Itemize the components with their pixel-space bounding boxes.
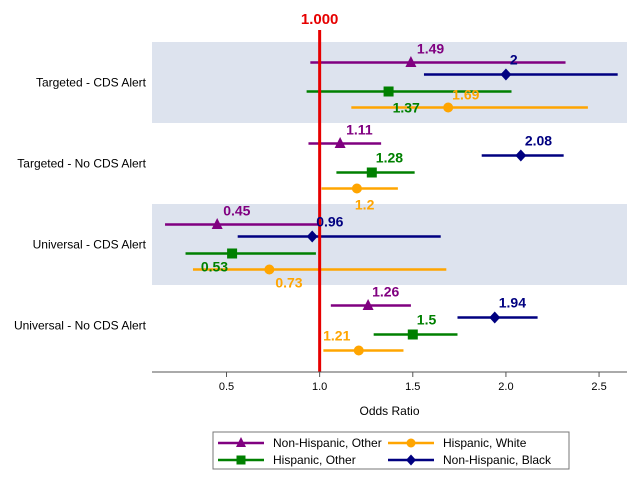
legend-label-hispanic-white: Hispanic, White [443, 436, 527, 450]
marker-non-hispanic-black-targeted-no-cds-alert [515, 149, 527, 162]
marker-hispanic-other-targeted-cds-alert [383, 86, 394, 97]
category-bands [152, 42, 627, 285]
legend-marker-non-hispanic-other [236, 437, 246, 447]
category-label-universal-no-cds-alert: Universal - No CDS Alert [14, 319, 147, 333]
legend-label-hispanic-other: Hispanic, Other [273, 453, 356, 467]
value-label-non-hispanic-black-targeted-cds-alert: 2 [510, 52, 518, 68]
marker-non-hispanic-other-targeted-no-cds-alert [334, 137, 346, 148]
category-labels: Targeted - CDS Alert Targeted - No CDS Al… [14, 76, 147, 333]
marker-non-hispanic-black-targeted-cds-alert [500, 68, 512, 81]
category-label-targeted-cds-alert: Targeted - CDS Alert [36, 76, 147, 90]
estimate-markers [211, 56, 527, 356]
value-label-non-hispanic-other-universal-no-cds-alert: 1.26 [372, 284, 399, 300]
marker-hispanic-other-targeted-no-cds-alert [366, 167, 377, 178]
value-label-non-hispanic-other-universal-cds-alert: 0.45 [223, 203, 250, 219]
marker-hispanic-white-universal-cds-alert [264, 264, 275, 275]
marker-non-hispanic-other-targeted-cds-alert [405, 56, 417, 67]
marker-hispanic-other-universal-no-cds-alert [407, 329, 418, 340]
value-label-hispanic-white-universal-no-cds-alert: 1.21 [323, 328, 350, 344]
value-label-non-hispanic-other-targeted-cds-alert: 1.49 [417, 41, 444, 57]
x-axis: Odds Ratio 0.5 1.0 1.5 2.0 2.5 [152, 371, 627, 418]
marker-non-hispanic-black-universal-no-cds-alert [489, 311, 501, 324]
value-label-hispanic-other-targeted-no-cds-alert: 1.28 [376, 150, 403, 166]
value-label-hispanic-other-universal-cds-alert: 0.53 [201, 259, 228, 275]
band-universal-cds-alert [152, 204, 627, 285]
value-label-hispanic-other-targeted-cds-alert: 1.37 [393, 100, 420, 116]
legend-label-non-hispanic-black: Non-Hispanic, Black [443, 453, 552, 467]
legend-marker-hispanic-other [236, 455, 246, 465]
reference-line-label: 1.000 [301, 11, 339, 28]
marker-hispanic-other-universal-cds-alert [227, 248, 238, 259]
value-label-non-hispanic-black-universal-no-cds-alert: 1.94 [499, 295, 526, 311]
legend-box [212, 431, 570, 470]
value-label-hispanic-white-universal-cds-alert: 0.73 [275, 275, 302, 291]
value-label-non-hispanic-other-targeted-no-cds-alert: 1.11 [346, 122, 373, 138]
category-label-universal-cds-alert: Universal - CDS Alert [33, 238, 147, 252]
x-tick-label: 2.0 [498, 381, 513, 393]
x-tick-label: 1.5 [405, 381, 420, 393]
value-label-non-hispanic-black-universal-cds-alert: 0.96 [316, 214, 343, 230]
marker-non-hispanic-other-universal-no-cds-alert [362, 299, 374, 310]
legend-marker-non-hispanic-black [406, 454, 416, 466]
value-label-hispanic-other-universal-no-cds-alert: 1.5 [417, 312, 437, 328]
x-tick-label: 1.0 [312, 381, 327, 393]
marker-hispanic-white-targeted-cds-alert [443, 102, 454, 113]
x-tick-label: 0.5 [219, 381, 234, 393]
marker-hispanic-white-targeted-no-cds-alert [351, 183, 362, 194]
value-labels: 1.49 1.11 0.45 1.26 2 2.08 0.96 1.94 1.37 1.28 0.5… [201, 41, 552, 344]
value-label-hispanic-white-targeted-no-cds-alert: 1.2 [355, 197, 375, 213]
legend-marker-hispanic-white [406, 438, 416, 448]
category-label-targeted-no-cds-alert: Targeted - No CDS Alert [17, 157, 146, 171]
band-targeted-cds-alert [152, 42, 627, 123]
value-label-non-hispanic-black-targeted-no-cds-alert: 2.08 [525, 133, 552, 149]
reference-line-group: 1.000 [301, 11, 339, 372]
legend-label-non-hispanic-other: Non-Hispanic, Other [273, 436, 382, 450]
marker-non-hispanic-other-universal-cds-alert [211, 218, 223, 229]
marker-non-hispanic-black-universal-cds-alert [306, 230, 318, 243]
legend: Non-Hispanic, Other Hispanic, White Hispan… [212, 431, 570, 470]
value-label-hispanic-white-targeted-cds-alert: 1.69 [452, 87, 479, 103]
x-tick-label: 2.5 [591, 381, 606, 393]
marker-hispanic-white-universal-no-cds-alert [353, 345, 364, 356]
x-axis-title: Odds Ratio [359, 404, 419, 418]
